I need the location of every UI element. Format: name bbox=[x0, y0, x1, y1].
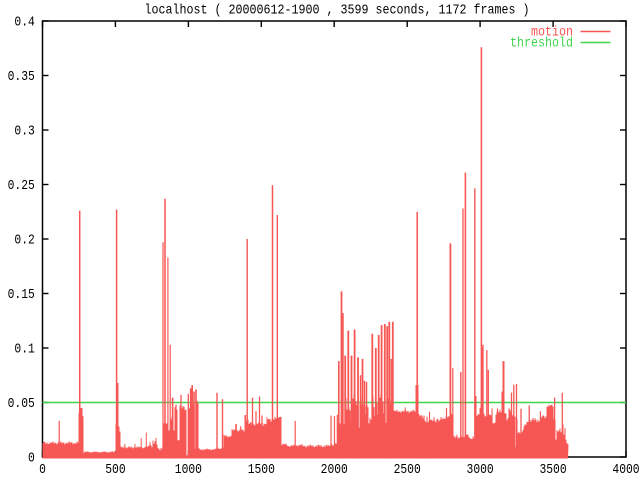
svg-text:0.05: 0.05 bbox=[8, 396, 35, 412]
svg-text:0: 0 bbox=[39, 462, 46, 478]
svg-text:0.15: 0.15 bbox=[8, 287, 35, 303]
svg-text:0.2: 0.2 bbox=[14, 233, 34, 249]
svg-text:localhost ( 20000612-1900 , 35: localhost ( 20000612-1900 , 3599 seconds… bbox=[145, 3, 530, 19]
svg-text:2000: 2000 bbox=[321, 462, 348, 478]
svg-text:500: 500 bbox=[105, 462, 125, 478]
svg-text:4000: 4000 bbox=[612, 462, 639, 478]
svg-text:1000: 1000 bbox=[175, 462, 202, 478]
svg-text:0: 0 bbox=[28, 451, 35, 467]
svg-text:2500: 2500 bbox=[394, 462, 421, 478]
svg-text:3500: 3500 bbox=[539, 462, 566, 478]
svg-text:0.4: 0.4 bbox=[14, 15, 34, 31]
svg-text:motion: motion bbox=[531, 25, 573, 41]
svg-text:0.25: 0.25 bbox=[8, 178, 35, 194]
svg-text:threshold: threshold bbox=[510, 36, 573, 52]
svg-text:0.35: 0.35 bbox=[8, 69, 35, 85]
svg-text:0.3: 0.3 bbox=[14, 124, 34, 140]
svg-text:3000: 3000 bbox=[467, 462, 494, 478]
svg-text:1500: 1500 bbox=[248, 462, 275, 478]
svg-text:0.1: 0.1 bbox=[14, 342, 34, 358]
